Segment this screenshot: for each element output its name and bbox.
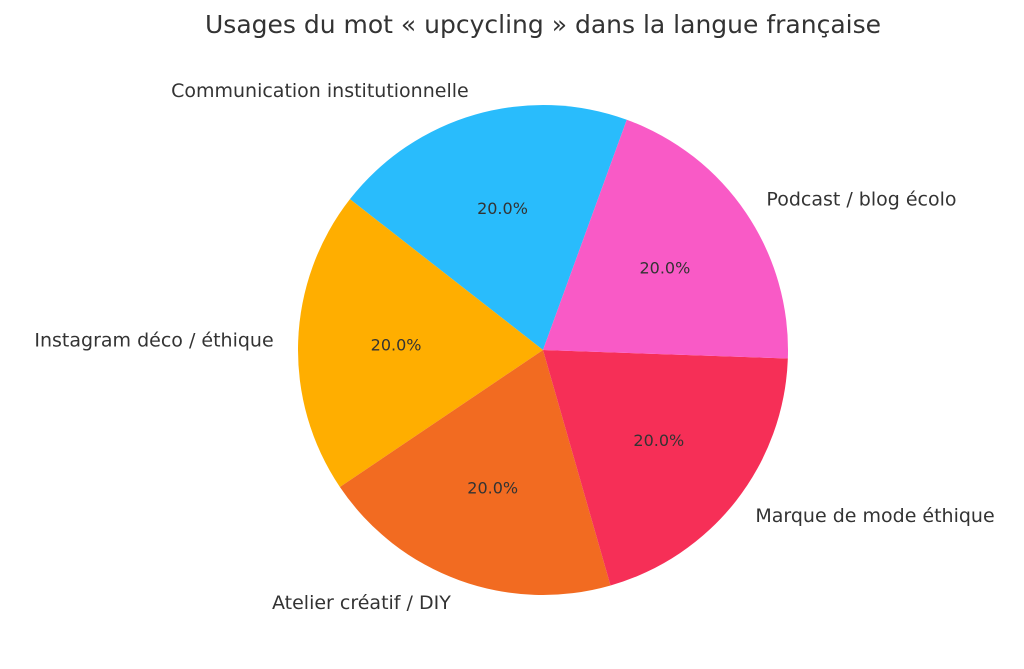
pie-labels: Communication institutionnelle 20.0% Insta… [34, 80, 994, 614]
slice-label-atelier-creatif-diy: Atelier créatif / DIY [272, 592, 451, 614]
chart-title: Usages du mot « upcycling » dans la lang… [205, 10, 881, 39]
pie-slices [297, 105, 789, 595]
slice-label-marque-de-mode-ethique: Marque de mode éthique [755, 505, 994, 527]
slice-label-instagram-deco-ethique: Instagram déco / éthique [34, 330, 273, 352]
pie-slice-marque-de-mode-ethique [543, 350, 788, 586]
slice-percent-marque-de-mode-ethique: 20.0% [633, 431, 684, 450]
slice-percent-communication-institutionnelle: 20.0% [477, 199, 528, 218]
slice-label-communication-institutionnelle: Communication institutionnelle [171, 80, 469, 102]
pie-slice-communication-institutionnelle [349, 105, 627, 351]
pie-slice-instagram-deco-ethique [297, 199, 543, 488]
slice-percent-instagram-deco-ethique: 20.0% [371, 335, 422, 354]
slice-label-podcast-blog-ecolo: Podcast / blog écolo [766, 188, 956, 210]
pie-slice-atelier-creatif-diy [339, 350, 611, 595]
pie-slice-podcast-blog-ecolo [543, 119, 789, 359]
slice-percent-atelier-creatif-diy: 20.0% [467, 479, 518, 498]
slice-percent-podcast-blog-ecolo: 20.0% [639, 258, 690, 277]
